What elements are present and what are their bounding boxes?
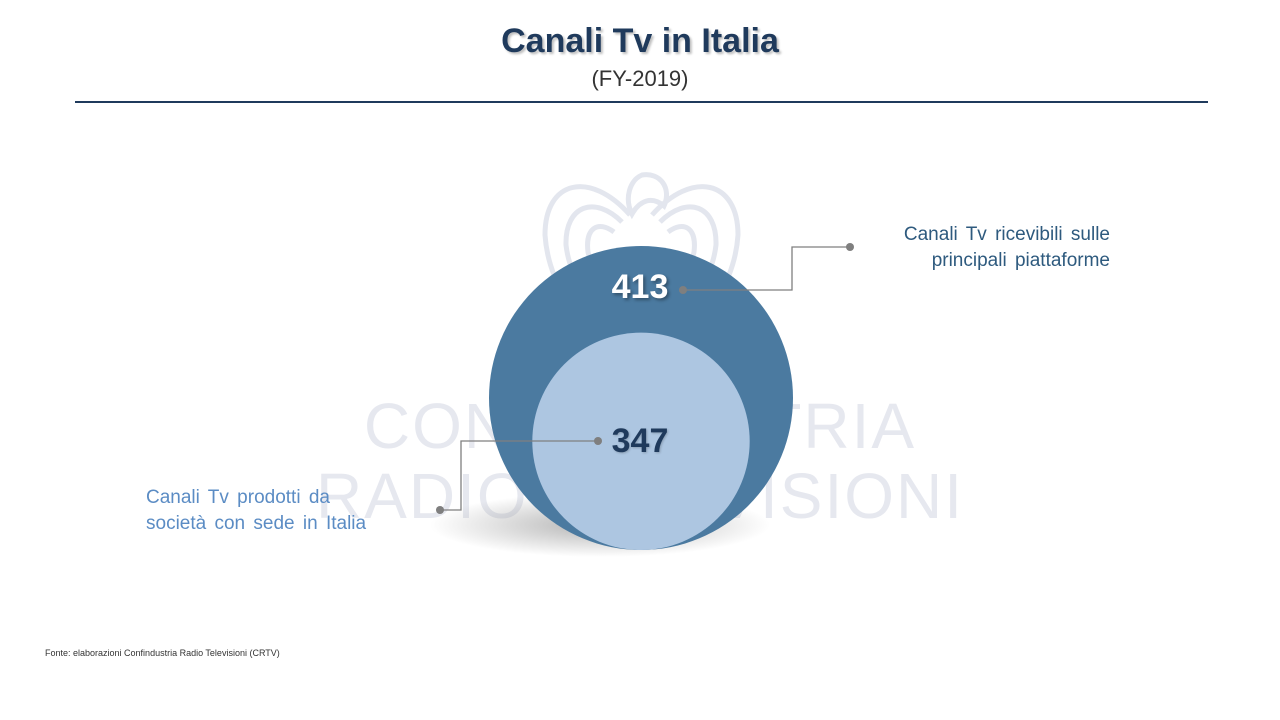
legend-label-inner: Canali Tv prodotti da società con sede i… (146, 485, 426, 537)
callout-inner (440, 440, 598, 511)
title-divider (75, 101, 1208, 103)
inner-circle-347 (532, 332, 750, 550)
callout-outer-dot-end (846, 243, 854, 251)
value-label-413: 413 (611, 268, 669, 306)
callout-outer-dot-start (679, 286, 687, 294)
source-note: Fonte: elaborazioni Confindustria Radio … (45, 648, 280, 658)
callout-outer (683, 246, 850, 291)
callout-inner-dot-start (594, 437, 602, 445)
callout-inner-dot-end (436, 506, 444, 514)
page-title: Canali Tv in Italia (501, 22, 779, 60)
legend-label-inner-line2: società con sede in Italia (146, 513, 367, 534)
legend-label-outer-line2: principali piattaforme (931, 250, 1110, 271)
legend-label-outer: Canali Tv ricevibili sulle principali pi… (860, 222, 1110, 274)
legend-label-outer-line1: Canali Tv ricevibili sulle (903, 224, 1110, 245)
legend-label-inner-line1: Canali Tv prodotti da (146, 487, 330, 508)
value-label-347: 347 (611, 422, 669, 460)
page-subtitle: (FY-2019) (591, 66, 689, 91)
